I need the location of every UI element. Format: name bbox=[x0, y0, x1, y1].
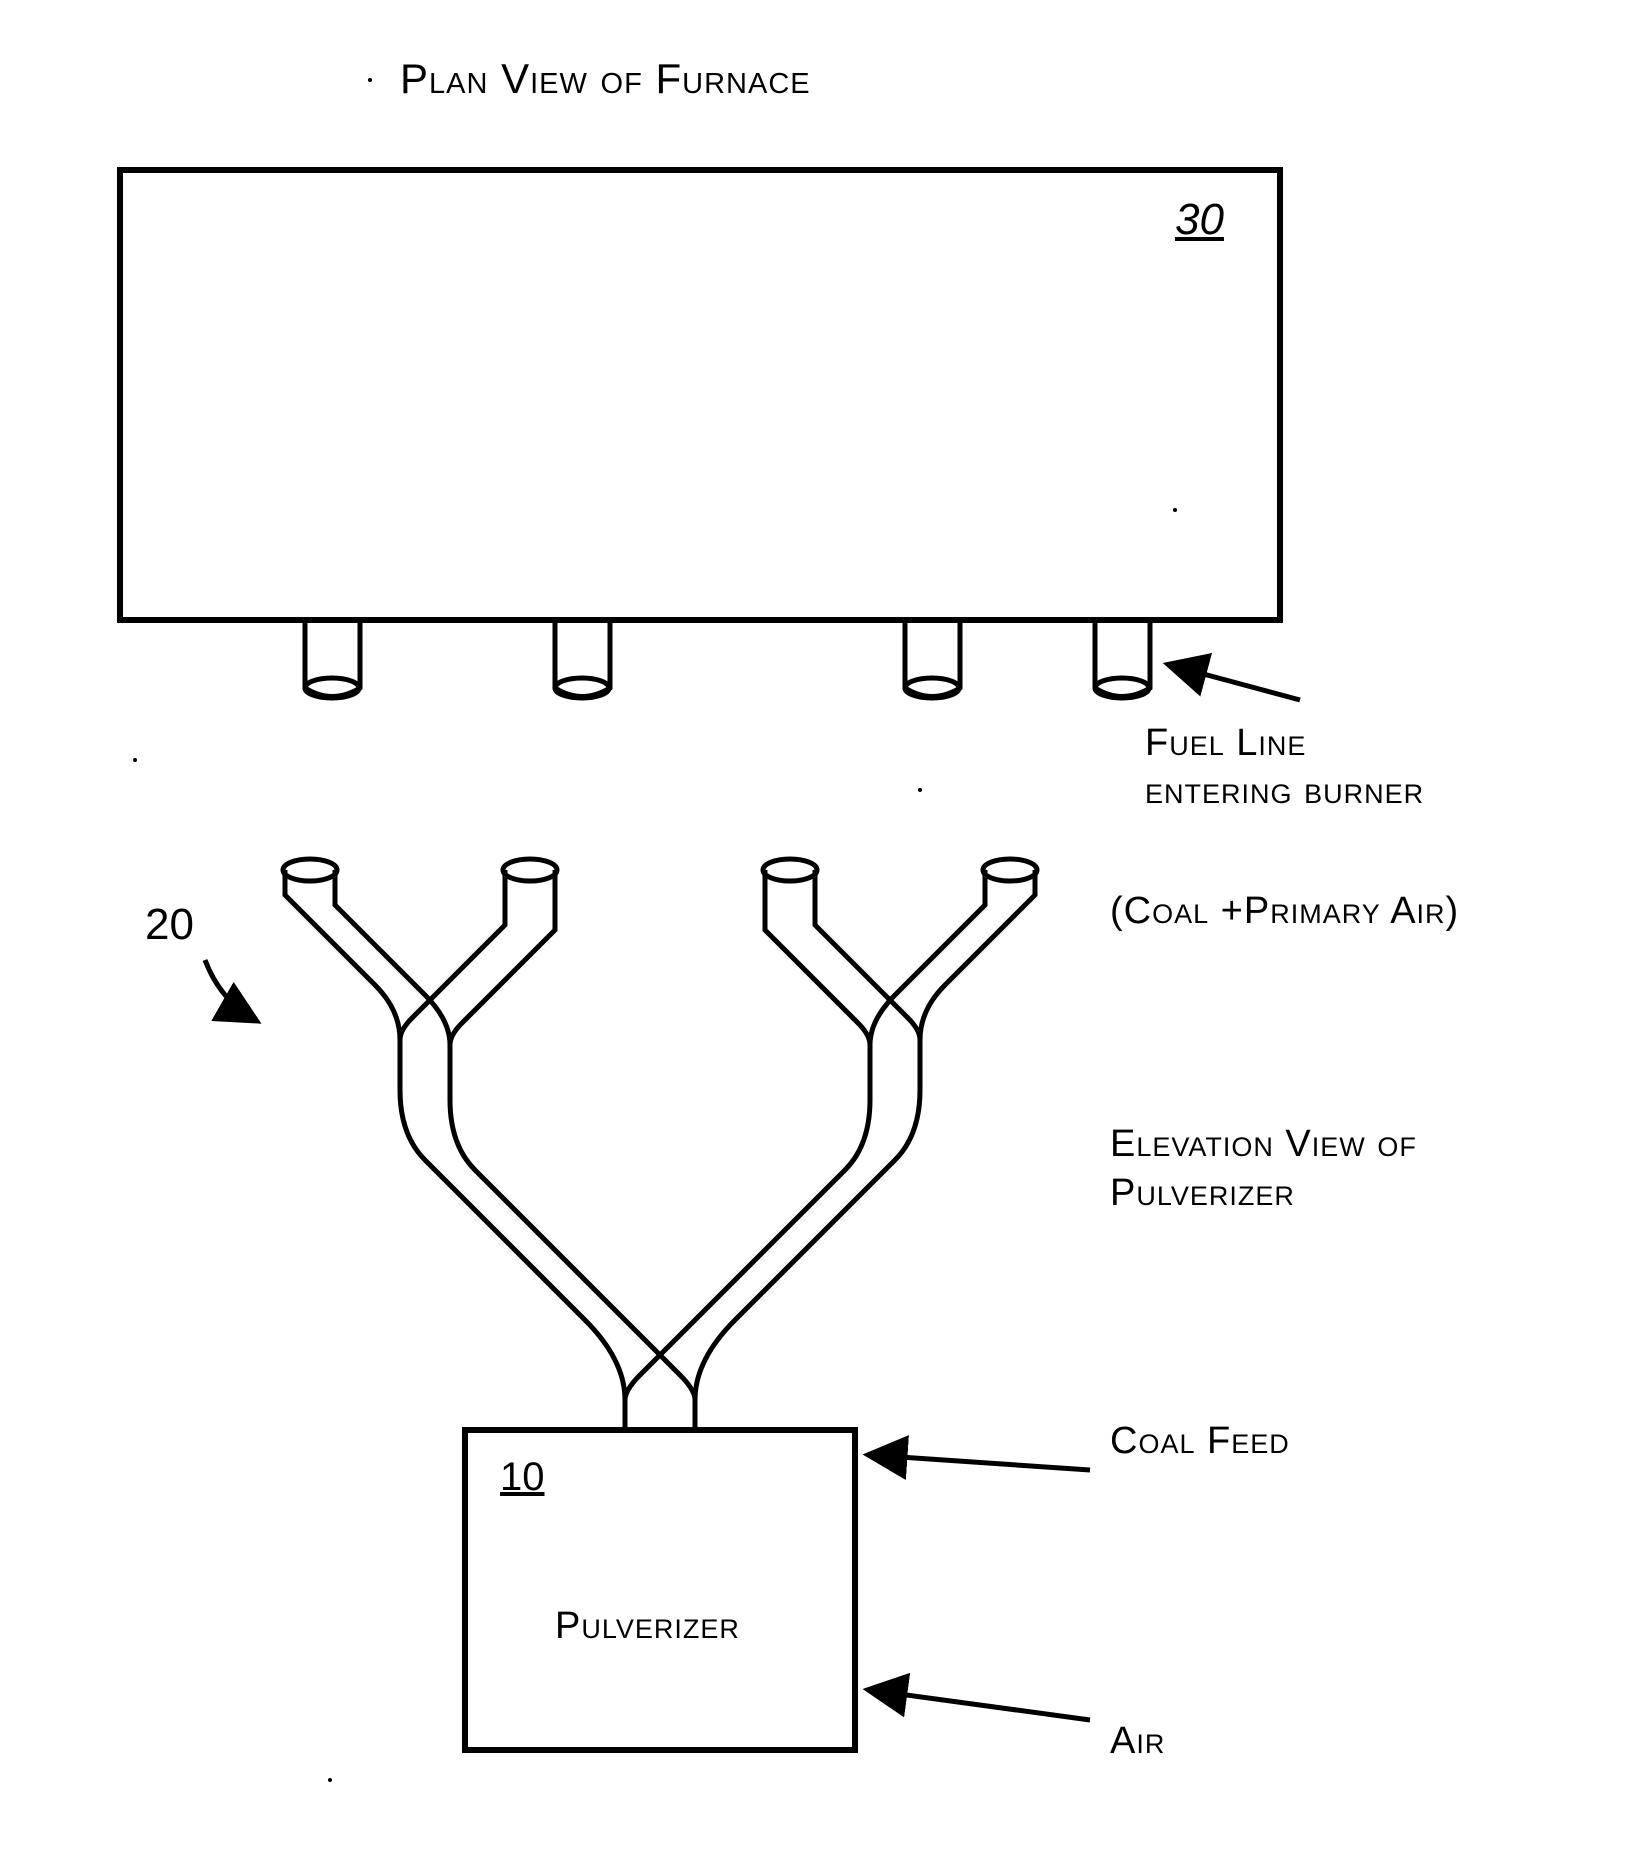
pulverizer-label: Pulverizer bbox=[555, 1605, 740, 1648]
pipes-ref: 20 bbox=[145, 900, 194, 950]
diagram-svg bbox=[0, 0, 1626, 1868]
title: Plan View of Furnace bbox=[400, 55, 811, 103]
furnace-ref: 30 bbox=[1175, 195, 1224, 245]
air-arrow bbox=[870, 1690, 1090, 1720]
fuel-line-label: Fuel Line entering burner bbox=[1145, 720, 1424, 815]
pipe-network bbox=[283, 859, 1037, 1430]
ref-20-arrow bbox=[205, 960, 255, 1020]
furnace-ports bbox=[305, 620, 1150, 698]
diagram-canvas: Plan View of Furnace 30 Fuel Line enteri… bbox=[0, 0, 1626, 1868]
coal-feed-label: Coal Feed bbox=[1110, 1420, 1290, 1463]
pulverizer-ref: 10 bbox=[500, 1455, 545, 1500]
fuel-line-arrow bbox=[1170, 665, 1300, 700]
furnace-box bbox=[120, 170, 1280, 620]
elevation-label: Elevation View of Pulverizer bbox=[1110, 1120, 1417, 1219]
coal-air-label: (Coal +Primary Air) bbox=[1110, 890, 1459, 933]
coal-feed-arrow bbox=[870, 1455, 1090, 1470]
air-label: Air bbox=[1110, 1720, 1165, 1763]
